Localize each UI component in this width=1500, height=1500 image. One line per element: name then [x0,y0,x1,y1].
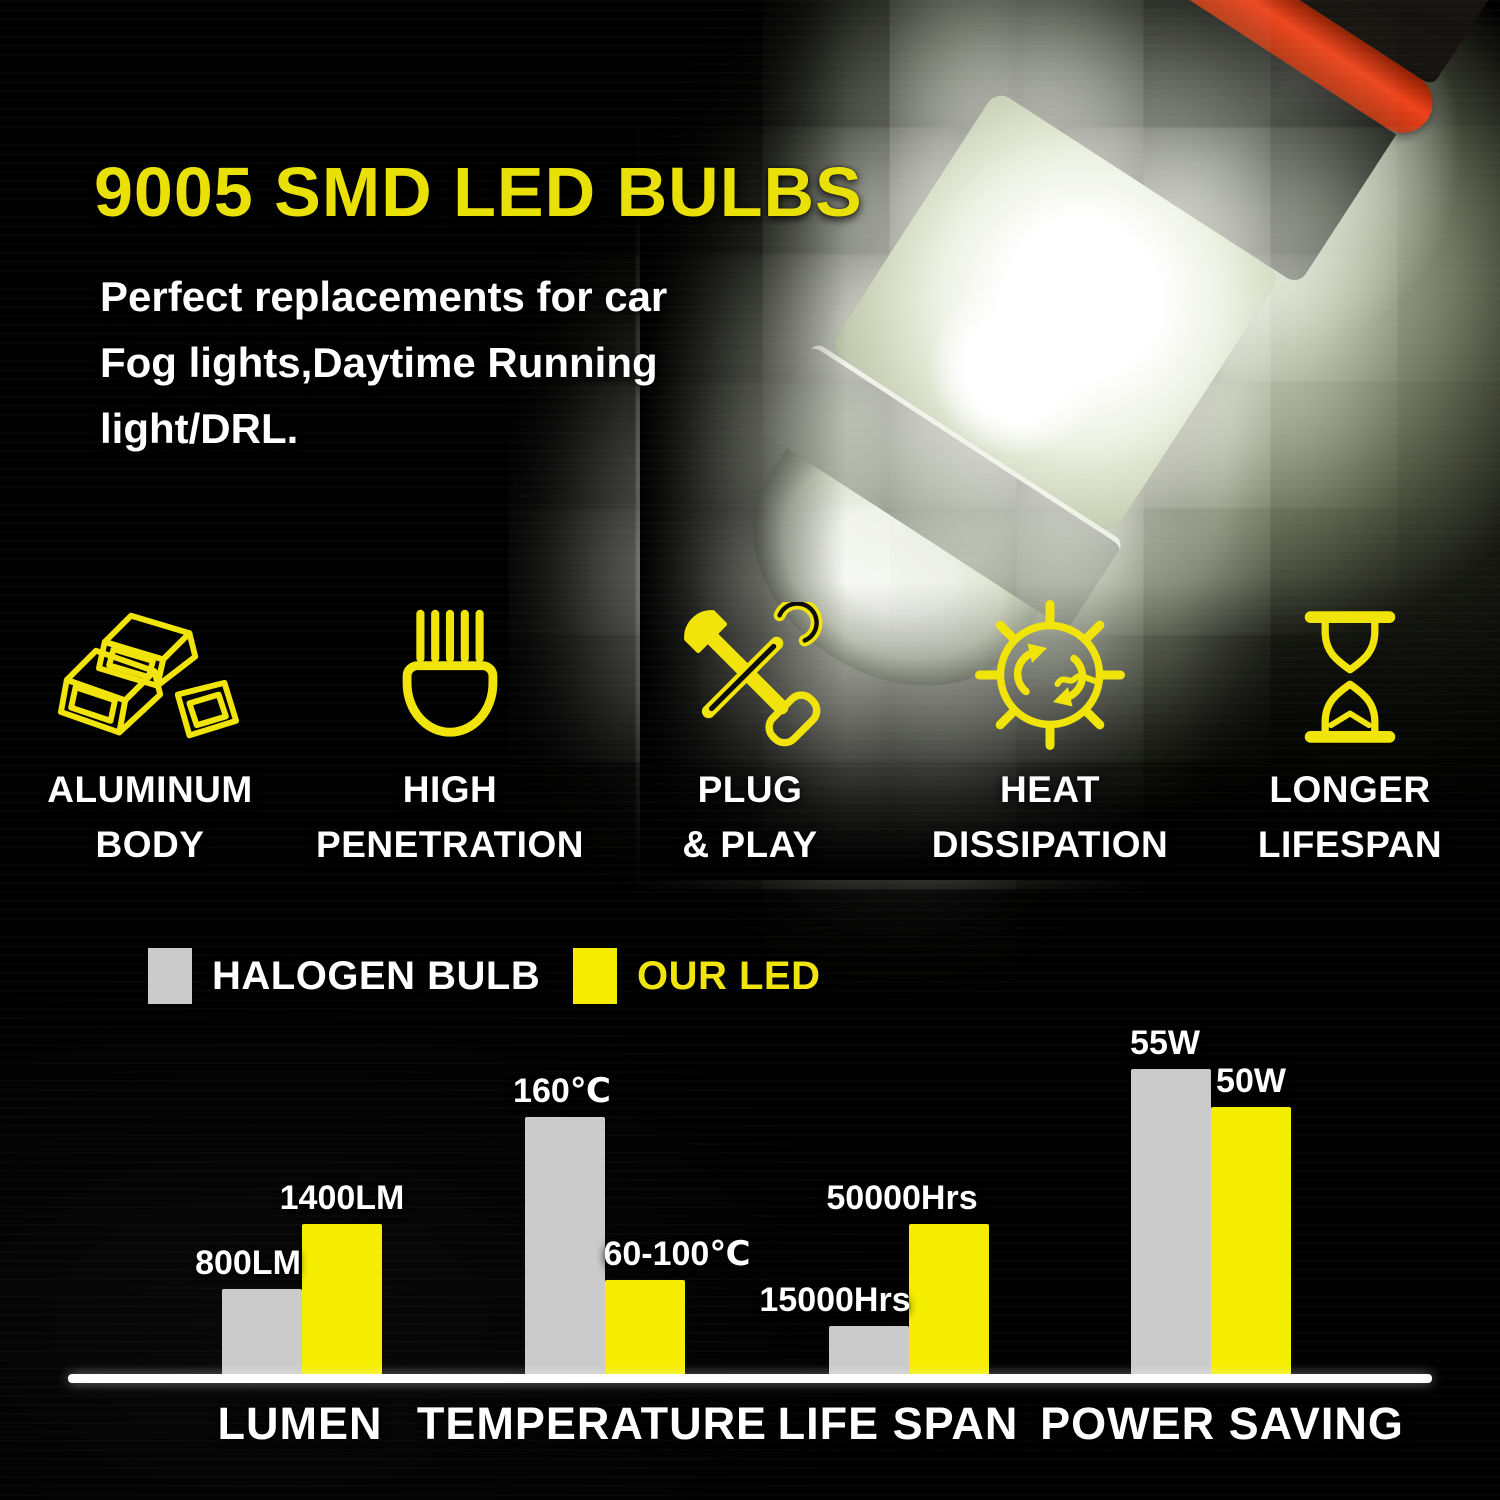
led-legend-label: OUR LED [637,954,821,998]
bar-led-lifespan [909,1224,989,1376]
halogen-legend-label: HALOGEN BULB [212,954,541,998]
feature-label: ALUMINUM BODY [47,762,252,872]
description-line: light/DRL. [100,405,299,452]
feature-label: PLUG & PLAY [682,762,817,872]
feature-label-line: BODY [95,824,205,865]
feature-label-line: ALUMINUM [47,769,253,810]
feature-row: ALUMINUM BODY HIGH PENETRATION [0,596,1500,872]
feature-longer-lifespan: LONGER LIFESPAN [1204,596,1496,872]
bar-halogen-lifespan [829,1326,909,1376]
sun-rotation-arrows-icon [975,596,1125,750]
feature-label-line: LONGER [1269,769,1431,810]
led-beam-icon [376,596,524,750]
aluminum-ingots-icon [55,596,245,750]
feature-label-line: & PLAY [682,824,818,865]
feature-label-line: PLUG [697,769,803,810]
feature-label-line: HIGH [402,769,498,810]
feature-label: HIGH PENETRATION [316,762,584,872]
feature-heat-dissipation: HEAT DISSIPATION [904,596,1196,872]
x-axis-line [68,1374,1432,1383]
bar-value-halogen-lumen: 800LM [195,1244,301,1282]
screwdriver-wrench-icon [676,596,824,750]
bar-value-led-lumen: 1400LM [279,1179,405,1217]
bar-led-temperature [605,1280,685,1376]
bar-halogen-power [1131,1069,1211,1376]
feature-aluminum-body: ALUMINUM BODY [4,596,296,872]
feature-label-line: DISSIPATION [931,824,1169,865]
halogen-swatch [148,948,192,1004]
bar-value-halogen-power: 55W [1130,1024,1200,1062]
bar-led-power [1211,1107,1291,1376]
feature-label-line: HEAT [1000,769,1100,810]
feature-plug-and-play: PLUG & PLAY [604,596,896,872]
description: Perfect replacements for car Fog lights,… [100,264,667,462]
chart-legend: HALOGEN BULB OUR LED [0,948,1500,1006]
feature-label: LONGER LIFESPAN [1258,762,1442,872]
description-line: Perfect replacements for car [100,273,668,320]
category-label-lumen: LUMEN [217,1398,383,1449]
description-line: Fog lights,Daytime Running [100,339,658,386]
feature-label: HEAT DISSIPATION [932,762,1168,872]
category-label-lifespan: LIFE SPAN [777,1398,1019,1449]
feature-high-penetration: HIGH PENETRATION [304,596,596,872]
bar-value-halogen-temperature: 160℃ [513,1072,611,1110]
bar-halogen-lumen [222,1289,302,1376]
led-swatch [573,948,617,1004]
feature-label-line: LIFESPAN [1257,824,1443,865]
bar-value-halogen-lifespan: 15000Hrs [759,1281,911,1319]
bar-value-led-temperature: 60-100℃ [603,1235,751,1273]
bar-halogen-temperature [525,1117,605,1376]
feature-label-line: PENETRATION [316,824,584,865]
category-label-temperature: TEMPERATURE [416,1398,768,1449]
page-title: 9005 SMD LED BULBS [94,153,863,231]
bar-value-led-lifespan: 50000Hrs [826,1179,978,1217]
bar-value-led-power: 50W [1216,1062,1286,1100]
bar-led-lumen [302,1224,382,1376]
category-label-power-saving: POWER SAVING [1040,1398,1404,1449]
hourglass-icon [1277,596,1423,750]
